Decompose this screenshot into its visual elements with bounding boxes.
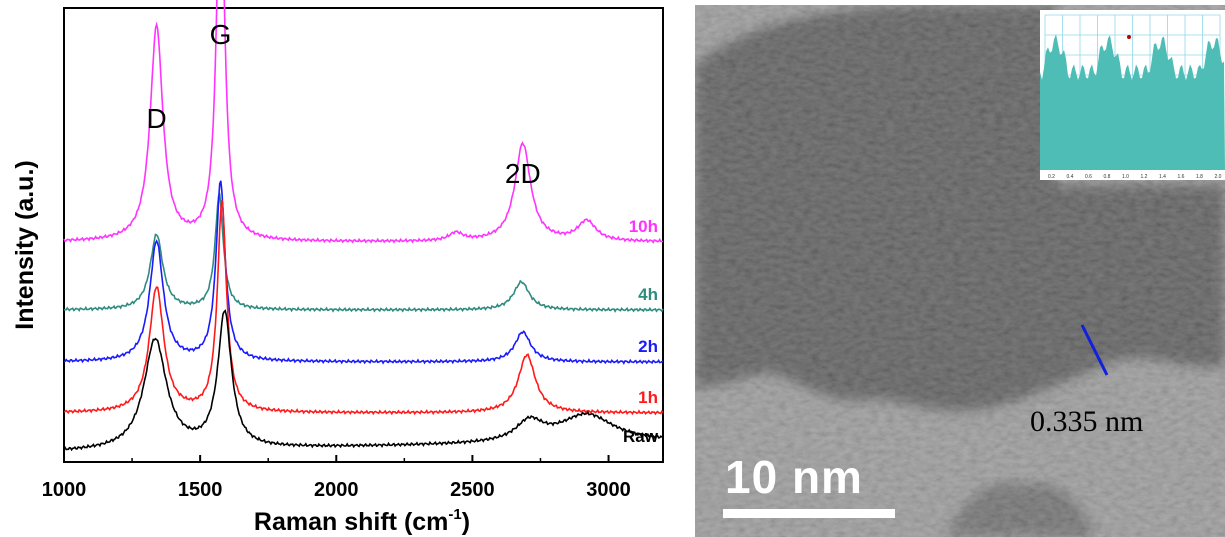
series-line-10h xyxy=(63,0,663,244)
scale-bar-label: 10 nm xyxy=(725,451,863,503)
tem-micrograph: 0.2 0.4 0.6 0.8 1.0 1.2 1.4 1.6 1.8 2.0 0.335 nm … xyxy=(695,5,1225,537)
plot-frame xyxy=(63,7,664,463)
intensity-profile-inset: 0.2 0.4 0.6 0.8 1.0 1.2 1.4 1.6 1.8 2.0 xyxy=(1040,10,1225,180)
peak-label-G: G xyxy=(210,19,232,50)
series-line-Raw xyxy=(63,309,664,452)
x-axis-label: Raman shift (cm-1) xyxy=(254,506,470,536)
inset-tick-label: 1.4 xyxy=(1159,174,1166,180)
series-label-Raw: Raw xyxy=(623,427,659,446)
spectra-group xyxy=(63,0,664,452)
tem-lattice-texture xyxy=(695,5,1225,537)
raman-spectrum-chart: D G 2D 10h 4h 2h 1h Raw 1000 1500 2000 2500 3000 I… xyxy=(11,0,664,536)
inset-tick-label: 1.2 xyxy=(1141,174,1148,180)
inset-tick-label: 2.0 xyxy=(1215,174,1222,180)
scale-bar xyxy=(723,509,895,518)
x-tick-label: 1000 xyxy=(42,479,87,501)
peak-label-D: D xyxy=(146,103,166,134)
lattice-spacing-marker xyxy=(1080,324,1109,376)
inset-tick-label: 1.6 xyxy=(1178,174,1185,180)
x-axis-ticks: 1000 1500 2000 2500 3000 xyxy=(42,455,631,501)
x-tick-label: 2000 xyxy=(314,479,359,501)
inset-tick-label: 1.0 xyxy=(1122,174,1129,180)
lattice-spacing-label: 0.335 nm xyxy=(1030,405,1144,438)
series-line-2h xyxy=(63,180,664,365)
series-line-1h xyxy=(63,199,664,416)
series-label-2h: 2h xyxy=(638,337,658,356)
y-axis-label: Intensity (a.u.) xyxy=(11,160,39,329)
peak-labels-group: D G 2D xyxy=(146,19,540,189)
inset-profile xyxy=(1040,34,1225,170)
inset-tick-label: 0.8 xyxy=(1104,174,1111,180)
x-tick-label: 3000 xyxy=(586,479,631,501)
inset-tick-label: 0.2 xyxy=(1048,174,1055,180)
inset-tick-label: 1.8 xyxy=(1196,174,1203,180)
series-labels-group: 10h 4h 2h 1h Raw xyxy=(623,217,659,446)
inset-x-ticks: 0.2 0.4 0.6 0.8 1.0 1.2 1.4 1.6 1.8 2.0 xyxy=(1048,174,1222,180)
x-tick-label: 1500 xyxy=(178,479,223,501)
series-label-1h: 1h xyxy=(638,388,658,407)
x-tick-label: 2500 xyxy=(450,479,495,501)
peak-label-2D: 2D xyxy=(505,158,541,189)
inset-tick-label: 0.4 xyxy=(1067,174,1074,180)
series-label-4h: 4h xyxy=(638,285,658,304)
series-label-10h: 10h xyxy=(629,217,658,236)
inset-tick-label: 0.6 xyxy=(1085,174,1092,180)
inset-marker xyxy=(1127,35,1131,39)
series-line-4h xyxy=(63,192,664,313)
